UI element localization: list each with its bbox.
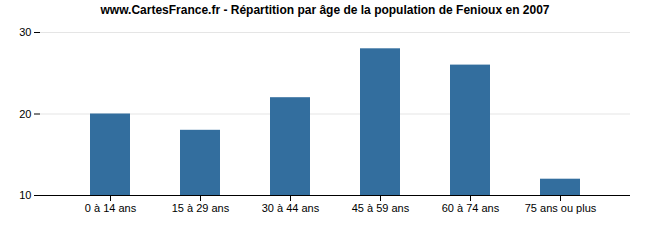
svg-text:75 ans ou plus: 75 ans ou plus xyxy=(525,202,597,214)
svg-text:0 à 14 ans: 0 à 14 ans xyxy=(85,202,137,214)
html-text:www.CartesFrance.fr - Répartit: www.CartesFrance.fr - Répartition par âg… xyxy=(100,3,550,17)
svg-text:10: 10 xyxy=(19,189,31,201)
svg-text:60 à 74 ans: 60 à 74 ans xyxy=(442,202,500,214)
svg-text:15 à 29 ans: 15 à 29 ans xyxy=(172,202,230,214)
svg-text:30 à 44 ans: 30 à 44 ans xyxy=(262,202,320,214)
svg-text:30: 30 xyxy=(19,26,31,38)
svg-text:45 à 59 ans: 45 à 59 ans xyxy=(352,202,410,214)
svg-text:20: 20 xyxy=(19,108,31,120)
